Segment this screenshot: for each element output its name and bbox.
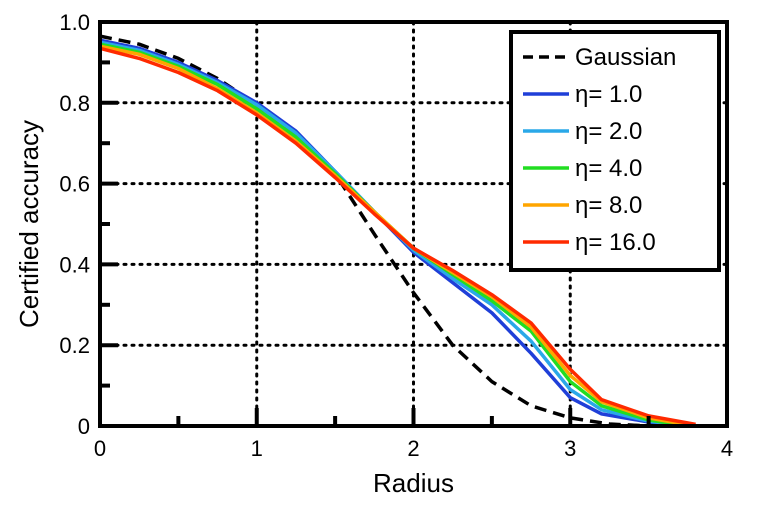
x-tick-label: 3: [564, 436, 576, 461]
x-tick-label: 1: [251, 436, 263, 461]
y-tick-label: 0.4: [59, 252, 90, 277]
x-tick-label: 4: [721, 436, 733, 461]
series-line-5: [99, 46, 696, 427]
x-tick-label: 0: [94, 436, 106, 461]
legend-box: [509, 30, 721, 272]
series-lines: [99, 34, 696, 428]
legend-label-4: η= 8.0: [575, 192, 642, 219]
legend-label-5: η= 16.0: [575, 229, 656, 256]
legend: Gaussian η= 1.0 η= 2.0 η= 4.0 η= 8.0 η= 16.0: [509, 30, 721, 272]
x-axis-label: Radius: [373, 468, 454, 498]
legend-label-3: η= 4.0: [575, 155, 642, 182]
legend-label-0: Gaussian: [575, 44, 676, 71]
legend-label-2: η= 2.0: [575, 118, 642, 145]
series-line-0: [99, 34, 649, 428]
y-tick-label: 0.8: [59, 91, 90, 116]
tick-labels: 0 1 2 3 4 0 0.2 0.4 0.6 0.8 1.0: [59, 10, 733, 461]
y-axis-label: Certified accuracy: [14, 120, 44, 328]
y-tick-label: 1.0: [59, 10, 90, 35]
axis-ticks: [98, 20, 729, 428]
y-tick-label: 0.6: [59, 172, 90, 197]
y-tick-label: 0: [78, 414, 90, 439]
y-tick-label: 0.2: [59, 333, 90, 358]
legend-label-1: η= 1.0: [575, 81, 642, 108]
x-tick-label: 2: [407, 436, 419, 461]
